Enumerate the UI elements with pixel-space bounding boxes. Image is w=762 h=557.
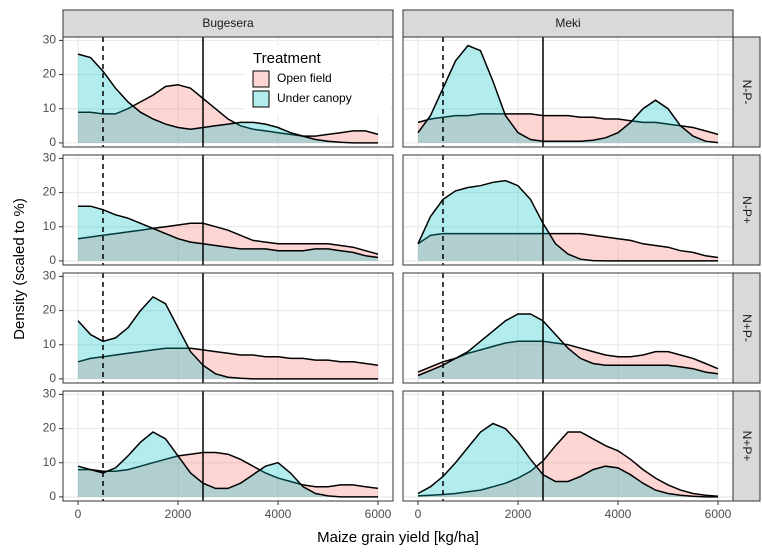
- y-tick-label: 10: [43, 219, 57, 233]
- y-tick-label: 0: [49, 489, 56, 503]
- legend-swatch: [252, 90, 270, 108]
- y-tick-label: 20: [43, 67, 57, 81]
- panel-border: [62, 154, 394, 266]
- panel: [403, 273, 733, 383]
- facet-label: Meki: [555, 16, 580, 30]
- y-tick-label: 30: [43, 151, 57, 165]
- facet-label: N+P-: [740, 314, 754, 342]
- density-area: [78, 54, 378, 143]
- x-axis-title: Maize grain yield [kg/ha]: [317, 529, 479, 546]
- density-line: [417, 179, 718, 262]
- y-tick-label: 20: [43, 303, 57, 317]
- density-line: [417, 44, 719, 144]
- density-area: [418, 180, 718, 261]
- legend-title: Treatment: [253, 50, 322, 67]
- density-line: [77, 222, 379, 255]
- facet-label: N-P-: [740, 80, 754, 105]
- density-line: [77, 53, 378, 144]
- x-tick-label: 2000: [165, 507, 192, 521]
- y-tick-label: 0: [49, 253, 56, 267]
- facet-strip: [62, 9, 394, 38]
- panel-border: [402, 390, 734, 502]
- y-tick-label: 20: [43, 185, 57, 199]
- x-tick-label: 4000: [265, 507, 292, 521]
- y-tick-label: 0: [49, 135, 56, 149]
- density-line: [78, 451, 379, 490]
- y-tick-label: 10: [43, 455, 57, 469]
- density-area: [78, 348, 378, 379]
- panel-border: [62, 36, 394, 148]
- density-line: [417, 422, 718, 498]
- x-tick-label: 6000: [365, 507, 392, 521]
- density-area: [78, 223, 378, 261]
- density-line: [417, 113, 719, 136]
- density-area: [418, 423, 718, 497]
- y-tick-label: 30: [43, 33, 57, 47]
- density-area: [418, 341, 718, 379]
- y-tick-label: 10: [43, 337, 57, 351]
- facet-label: N-P+: [740, 196, 754, 224]
- density-area: [78, 296, 378, 379]
- facet-strip: [732, 36, 761, 148]
- density-line: [77, 431, 378, 498]
- y-tick-label: 0: [49, 371, 56, 385]
- legend-label: Under canopy: [277, 91, 352, 105]
- density-line: [417, 232, 719, 259]
- legend-swatch: [252, 70, 270, 88]
- panel-border: [62, 272, 394, 384]
- x-tick-label: 0: [415, 507, 422, 521]
- facet-strip: [732, 154, 761, 266]
- density-line: [77, 295, 378, 380]
- y-tick-label: 30: [43, 269, 57, 283]
- density-line: [417, 431, 719, 497]
- density-area: [78, 206, 378, 261]
- facet-label: N+P+: [740, 431, 754, 462]
- facet-label: Bugesera: [202, 16, 254, 30]
- panel: [63, 273, 393, 383]
- facet-strip: [402, 9, 734, 38]
- panel-border: [62, 390, 394, 502]
- density-area: [418, 314, 718, 379]
- x-tick-label: 4000: [605, 507, 632, 521]
- density-area: [418, 233, 718, 261]
- legend-label: Open field: [277, 71, 332, 85]
- panel-border: [402, 154, 734, 266]
- density-line: [417, 313, 719, 377]
- density-area: [418, 113, 718, 143]
- y-axis-title: Density (scaled to %): [11, 198, 28, 340]
- density-area: [418, 45, 718, 143]
- x-tick-label: 6000: [705, 507, 732, 521]
- x-tick-label: 0: [75, 507, 82, 521]
- panel-border: [402, 36, 734, 148]
- density-line: [417, 340, 719, 373]
- density-area: [78, 432, 378, 497]
- density-line: [77, 347, 379, 366]
- panel: [403, 155, 733, 265]
- density-area: [78, 84, 378, 143]
- density-line: [78, 84, 379, 137]
- facet-strip: [732, 390, 761, 502]
- y-tick-label: 20: [43, 421, 57, 435]
- density-line: [78, 205, 379, 259]
- panel: [63, 391, 393, 501]
- panel: [403, 37, 733, 147]
- y-tick-label: 30: [43, 387, 57, 401]
- x-tick-label: 2000: [505, 507, 532, 521]
- density-area: [418, 432, 718, 497]
- panel-border: [402, 272, 734, 384]
- y-tick-label: 10: [43, 101, 57, 115]
- panel: [403, 391, 733, 501]
